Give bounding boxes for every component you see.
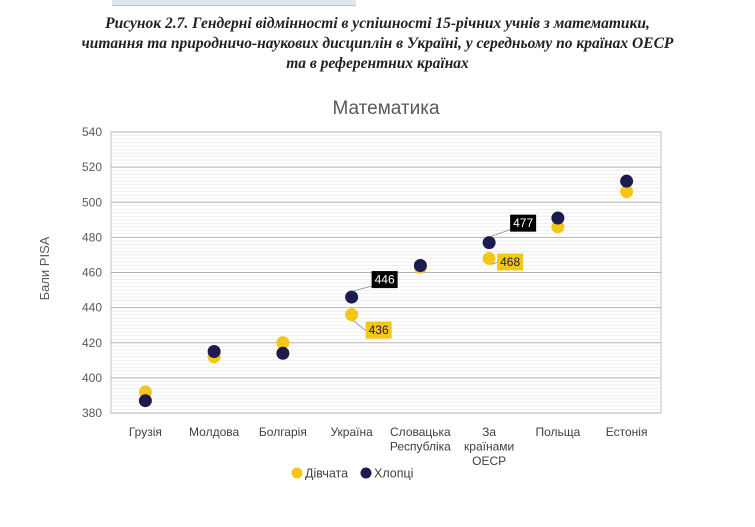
y-tick-label: 400: [82, 371, 102, 385]
x-tick-label: Естонія: [606, 425, 648, 439]
legend-label-girls: Дівчата: [305, 467, 348, 481]
legend-marker: [360, 467, 372, 479]
y-tick-label: 540: [82, 125, 102, 139]
x-tick-label: Україна: [330, 425, 373, 439]
girls-point: [620, 185, 634, 199]
boys-point: [551, 211, 565, 225]
data-label: 468: [500, 255, 520, 269]
y-axis-label: Бали PISA: [37, 236, 52, 300]
leader-line: [489, 229, 511, 238]
y-tick-label: 380: [82, 406, 102, 420]
y-tick-label: 520: [82, 160, 102, 174]
legend-marker: [291, 467, 303, 479]
x-tick-label: Словацька: [390, 425, 451, 439]
y-tick-label: 440: [82, 301, 102, 315]
y-tick-label: 420: [82, 336, 102, 350]
leader-line: [352, 285, 372, 292]
x-tick-label: ОЕСР: [472, 454, 506, 468]
boys-point: [345, 290, 359, 304]
x-tick-label: Болгарія: [259, 425, 307, 439]
data-label: 477: [513, 216, 533, 230]
x-tick-label: За: [482, 425, 496, 439]
caption-line-1: Рисунок 2.7. Гендерні відмінності в успі…: [105, 15, 650, 32]
caption-line-2: читання та природничо-наукових дисциплін…: [81, 35, 674, 52]
y-tick-label: 460: [82, 266, 102, 280]
y-tick-label: 500: [82, 195, 102, 209]
leader-line: [353, 320, 366, 331]
girls-point: [276, 336, 290, 350]
y-tick-label: 480: [82, 230, 102, 244]
girls-point: [345, 308, 359, 322]
boys-point: [482, 236, 496, 250]
caption-line-3: та в референтних країнах: [286, 55, 469, 72]
legend-label-boys: Хлопці: [374, 467, 413, 481]
data-label: 446: [375, 273, 395, 287]
data-label-box: [365, 321, 392, 339]
girls-point: [482, 251, 496, 265]
data-label-box: [497, 253, 524, 271]
figure-caption: Рисунок 2.7. Гендерні відмінності в успі…: [20, 14, 735, 74]
boys-point: [207, 345, 221, 359]
data-label-box: [371, 271, 398, 289]
boys-point: [413, 258, 427, 272]
x-tick-label: Республіка: [390, 440, 451, 454]
boys-point: [276, 346, 290, 360]
header-strip: [112, 0, 356, 6]
boys-point: [620, 174, 634, 188]
x-tick-label: країнами: [464, 440, 514, 454]
data-label-box: [510, 214, 537, 232]
chart-title: Математика: [332, 98, 440, 119]
x-tick-label: Польща: [535, 425, 580, 439]
boys-point: [138, 394, 152, 408]
x-tick-label: Молдова: [189, 425, 239, 439]
leader-line: [490, 262, 498, 265]
data-label: 436: [369, 323, 389, 337]
x-tick-label: Грузія: [129, 425, 162, 439]
